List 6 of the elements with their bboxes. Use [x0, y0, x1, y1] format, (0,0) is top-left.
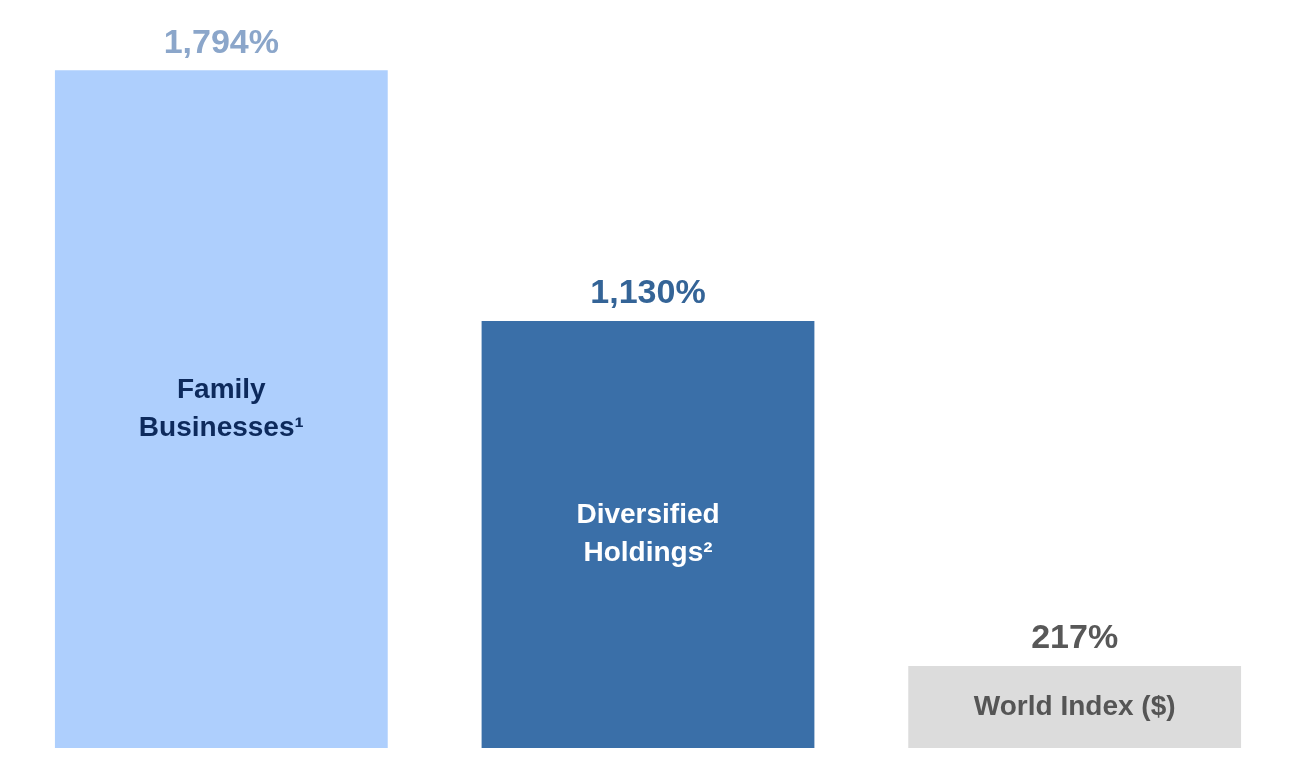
- data-label: 1,794%: [163, 21, 279, 60]
- x-tick-label: Diversified Holdings²: [576, 498, 720, 568]
- data-label: 1,130%: [590, 272, 706, 311]
- data-label: 217%: [1031, 617, 1119, 656]
- x-tick-label: World Index ($): [973, 689, 1176, 721]
- x-tick-label: Family Businesses¹: [138, 372, 304, 442]
